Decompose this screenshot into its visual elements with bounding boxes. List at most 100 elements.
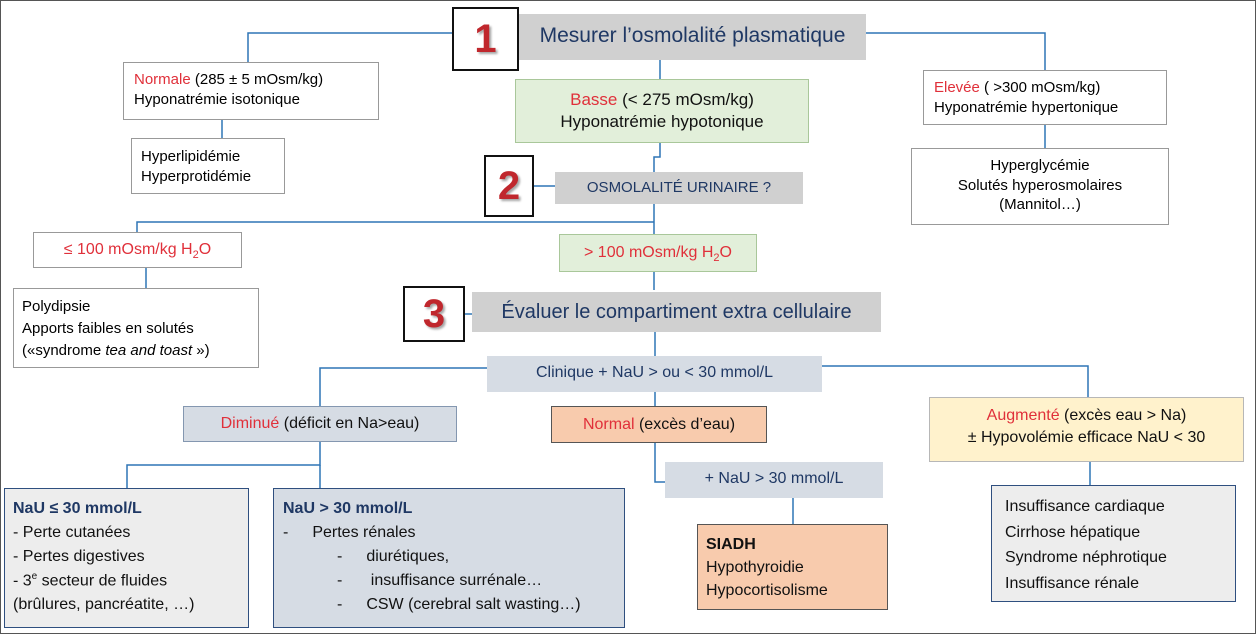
dash-3: - (337, 572, 343, 589)
basse-range: (< 275 mOsm/kg) (617, 90, 754, 109)
cause-hyperprotidemie: Hyperprotidémie (141, 167, 252, 185)
cause-polydipsie: Polydipsie (22, 298, 91, 315)
dash-1: - (283, 524, 289, 541)
cause-solutes-hyperosmolaires: Solutés hyperosmolaires (957, 176, 1123, 194)
nau-high-item-pertes-renales: - Pertes rénales (283, 521, 624, 545)
augmente-label: Augmenté (986, 407, 1060, 424)
siadh-box: SIADH Hypothyroidie Hypocortisolisme (697, 524, 888, 610)
low-osm-causes-box: Polydipsie Apports faibles en solutés («… (13, 288, 259, 368)
basse-subtitle: Hyponatrémie hypotonique (560, 112, 764, 132)
normale-range: (285 ± 5 mOsm/kg) (190, 71, 324, 88)
basse-heading: Basse (< 275 mOsm/kg) (516, 89, 808, 111)
normale-box: Normale (285 ± 5 mOsm/kg) Hyponatrémie i… (123, 62, 379, 120)
dash-2: - (337, 548, 343, 565)
connector-normal-to-nau30 (654, 443, 665, 483)
step2-title-text: OSMOLALITÉ URINAIRE ? (586, 179, 772, 196)
basse-box: Basse (< 275 mOsm/kg) Hyponatrémie hypot… (515, 79, 809, 143)
connector-to-normale (247, 32, 452, 62)
step2-title: OSMOLALITÉ URINAIRE ? (555, 172, 803, 204)
nau-high-title: NaU > 30 mmol/L (283, 500, 413, 517)
high-urine-osm-box: > 100 mOsm/kg H2O (559, 234, 757, 272)
pertes-renales-text: Pertes rénales (312, 524, 416, 541)
cause-insuffisance-cardiaque: Insuffisance cardiaque (1005, 498, 1165, 515)
nau-low-item-cutanees: - Perte cutanées (13, 524, 131, 541)
tea-toast-pre: («syndrome (22, 341, 106, 359)
low-urine-osm-text: ≤ 100 mOsm/kg H (63, 241, 193, 258)
connector-to-elevee (866, 32, 1046, 70)
diminue-label: Diminué (220, 415, 280, 432)
nau-high-item-csw: - CSW (cerebral salt wasting…) (283, 593, 624, 617)
step1-title-text: Mesurer l’osmolalité plasmatique (539, 24, 846, 47)
augmente-heading: Augmenté (excès eau > Na) (930, 405, 1243, 427)
item3-pre: - 3 (13, 572, 32, 590)
nau-low-item-3e-secteur: - 3e secteur de fluides (13, 569, 248, 593)
nau-30-box: + NaU > 30 mmol/L (665, 462, 883, 498)
low-urine-osm-box: ≤ 100 mOsm/kg H2O (33, 232, 242, 268)
nau-high-item-surrenale: - insuffisance surrénale… (283, 569, 624, 593)
elevee-range: ( >300 mOsm/kg) (979, 79, 1101, 96)
augmente-detail: (excès eau > Na) (1059, 407, 1187, 424)
tea-toast-em: tea and toast (105, 341, 193, 359)
clinique-text: Clinique + NaU > ou < 30 mmol/L (535, 364, 773, 381)
high-urine-osm-tail: O (719, 244, 732, 261)
augmente-box: Augmenté (excès eau > Na) ± Hypovolémie … (929, 397, 1244, 462)
cause-hyperglycemie: Hyperglycémie (990, 157, 1090, 174)
normale-label: Normale (134, 71, 191, 88)
connector-diminue-split (126, 442, 321, 488)
elevee-label: Elevée (934, 79, 980, 96)
connector-basse-to-step2 (653, 143, 661, 172)
normal-detail: (excès d’eau) (634, 416, 736, 433)
surrenale-text: insuffisance surrénale… (366, 572, 543, 589)
nau-high-box: NaU > 30 mmol/L - Pertes rénales - diuréti… (273, 488, 625, 628)
augmente-line2: ± Hypovolémie efficace NaU < 30 (967, 429, 1206, 447)
item3-post: secteur de fluides (37, 572, 168, 590)
step-number-1: 1 (452, 7, 519, 71)
dash-4: - (337, 596, 343, 613)
high-urine-osm-sub: 2 (713, 252, 720, 265)
cause-apports-faibles: Apports faibles en solutés (22, 319, 194, 337)
diminue-box: Diminué (déficit en Na>eau) (183, 406, 457, 442)
high-urine-osm-text: > 100 mOsm/kg H (584, 244, 714, 261)
normale-heading: Normale (285 ± 5 mOsm/kg) (134, 70, 378, 90)
csw-text: CSW (cerebral salt wasting…) (366, 596, 581, 613)
nau-low-item-brulures: (brûlures, pancréatite, …) (13, 596, 195, 614)
cause-cirrhose: Cirrhose hépatique (1005, 523, 1141, 541)
step1-title: Mesurer l’osmolalité plasmatique (519, 14, 866, 60)
normale-causes-box: Hyperlipidémie Hyperprotidémie (131, 138, 285, 194)
step-number-2: 2 (484, 155, 534, 217)
clinique-box: Clinique + NaU > ou < 30 mmol/L (487, 356, 822, 392)
basse-label: Basse (570, 90, 618, 109)
siadh-hypothyroidie: Hypothyroidie (706, 559, 804, 577)
item3-sup: e (31, 571, 38, 582)
nau-high-item-diuretiques: - diurétiques, (283, 545, 624, 569)
step3-title: Évaluer le compartiment extra cellulaire (472, 292, 881, 332)
augmente-causes-box: Insuffisance cardiaque Cirrhose hépatiqu… (991, 485, 1236, 602)
elevee-heading: Elevée ( >300 mOsm/kg) (934, 78, 1166, 98)
tea-toast-post: ») (192, 341, 210, 359)
cause-insuffisance-renale: Insuffisance rénale (1005, 574, 1140, 592)
cause-mannitol: (Mannitol…) (999, 196, 1081, 213)
step3-title-text: Évaluer le compartiment extra cellulaire (501, 301, 852, 323)
elevee-box: Elevée ( >300 mOsm/kg) Hyponatrémie hype… (923, 70, 1167, 125)
siadh-hypocortisolisme: Hypocortisolisme (706, 582, 828, 600)
connector-to-augmente (822, 365, 1089, 397)
connector-to-low-osm (136, 221, 654, 232)
low-urine-osm-sub: 2 (192, 249, 199, 262)
normal-label: Normal (582, 416, 635, 433)
step-number-3: 3 (403, 286, 465, 342)
nau-low-box: NaU ≤ 30 mmol/L - Perte cutanées - Perte… (4, 488, 249, 628)
diuretiques-text: diurétiques, (366, 548, 450, 565)
nau-low-title: NaU ≤ 30 mmol/L (13, 500, 142, 517)
siadh-title: SIADH (706, 536, 756, 553)
connector-to-diminue (319, 367, 487, 406)
low-urine-osm-tail: O (198, 241, 212, 258)
nau-30-text: + NaU > 30 mmol/L (704, 470, 844, 487)
normal-box: Normal (excès d’eau) (551, 406, 767, 443)
nau-low-item-digestives: - Pertes digestives (13, 548, 145, 565)
elevee-subtitle: Hyponatrémie hypertonique (934, 98, 1119, 116)
elevee-causes-box: Hyperglycémie Solutés hyperosmolaires (M… (911, 148, 1169, 225)
diminue-detail: (déficit en Na>eau) (279, 415, 420, 432)
cause-tea-and-toast: («syndrome tea and toast ») (22, 340, 258, 362)
cause-hyperlipidemie: Hyperlipidémie (141, 148, 241, 165)
